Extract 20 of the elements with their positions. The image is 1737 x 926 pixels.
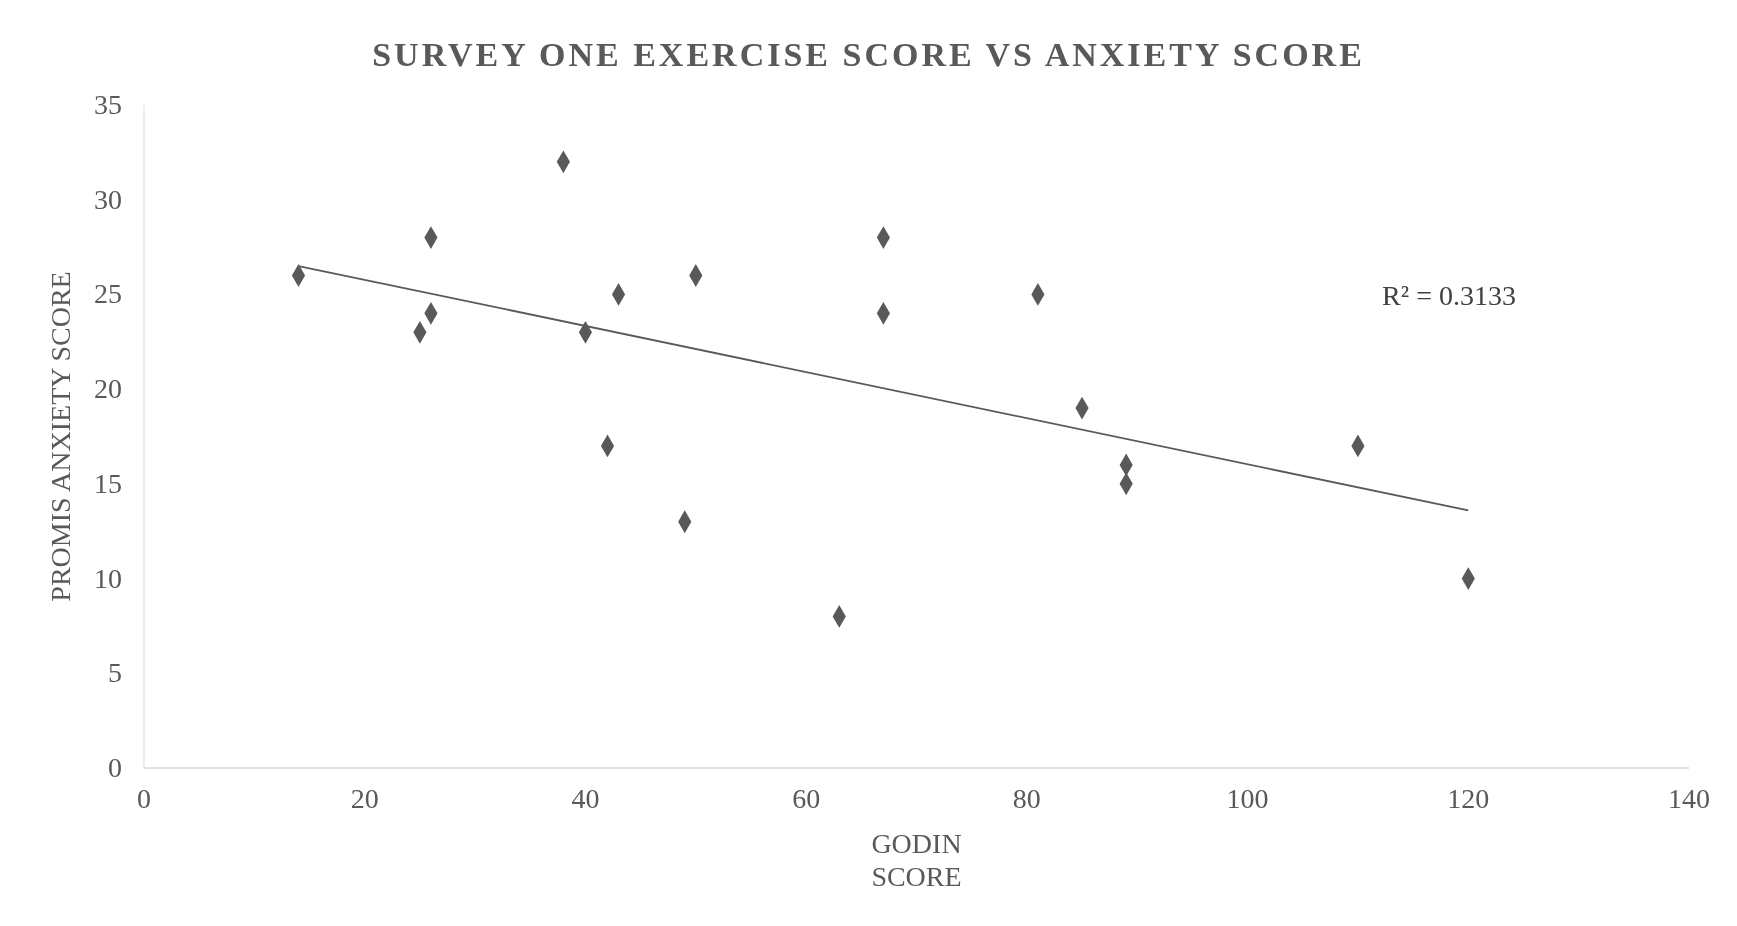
x-tick-label: 40 — [571, 783, 600, 814]
annotation: R² = 0.3133 — [1382, 280, 1516, 311]
y-tick-label: 20 — [94, 373, 122, 405]
x-tick-label: 60 — [792, 783, 821, 814]
x-tick-label: 100 — [1226, 783, 1269, 814]
x-tick-label: 140 — [1668, 783, 1710, 814]
chart-title: SURVEY ONE EXERCISE SCORE VS ANXIETY SCORE — [372, 36, 1365, 73]
y-tick-label: 25 — [94, 278, 122, 310]
y-tick-label: 5 — [108, 657, 122, 689]
x-tick-label: 120 — [1447, 783, 1490, 814]
x-tick-label: 0 — [137, 783, 151, 814]
y-tick-label: 10 — [94, 562, 122, 594]
x-tick-label: 80 — [1012, 783, 1041, 814]
x-tick-label: 20 — [350, 783, 379, 814]
y-tick-label: 30 — [94, 183, 122, 215]
y-tick-label: 35 — [94, 89, 122, 120]
y-axis-title: PROMIS ANXIETY SCORE — [45, 271, 76, 602]
x-axis-title: GODIN SCORE — [871, 828, 962, 892]
y-tick-label: 15 — [94, 467, 122, 499]
y-tick-label: 0 — [108, 752, 122, 783]
